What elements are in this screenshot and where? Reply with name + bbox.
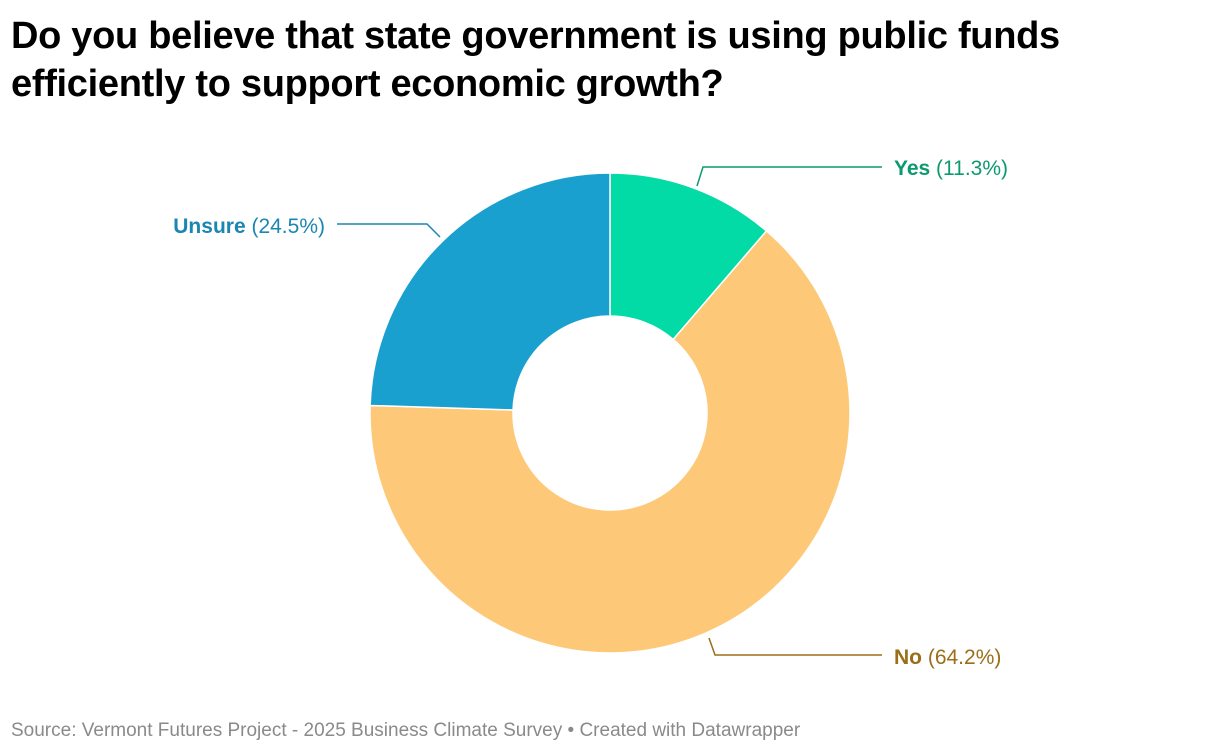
chart-title: Do you believe that state government is … <box>11 15 1060 105</box>
slice-label-name: Unsure <box>173 215 245 238</box>
slice-label-value: (11.3%) <box>930 157 1008 180</box>
slice-unsure <box>369 172 611 411</box>
slice-labels: Yes (11.3%) No (64.2%) Unsure (24.5%) <box>173 157 1008 669</box>
leader-line-yes <box>696 166 882 187</box>
slice-label-no: No (64.2%) <box>894 646 1001 669</box>
slice-no <box>369 229 851 654</box>
slice-label-value: (64.2%) <box>922 646 1001 669</box>
source-note: Source: Vermont Futures Project - 2025 B… <box>11 720 801 741</box>
leader-lines <box>337 166 882 656</box>
slice-label-name: No <box>894 646 922 669</box>
slice-label-yes: Yes (11.3%) <box>894 157 1008 180</box>
slice-label-name: Yes <box>894 157 930 180</box>
leader-line-no <box>708 637 882 656</box>
donut-slices <box>369 172 851 654</box>
slice-label-unsure: Unsure (24.5%) <box>173 215 325 238</box>
slice-yes <box>609 172 768 341</box>
leader-line-unsure <box>337 223 441 238</box>
slice-label-value: (24.5%) <box>246 215 325 238</box>
